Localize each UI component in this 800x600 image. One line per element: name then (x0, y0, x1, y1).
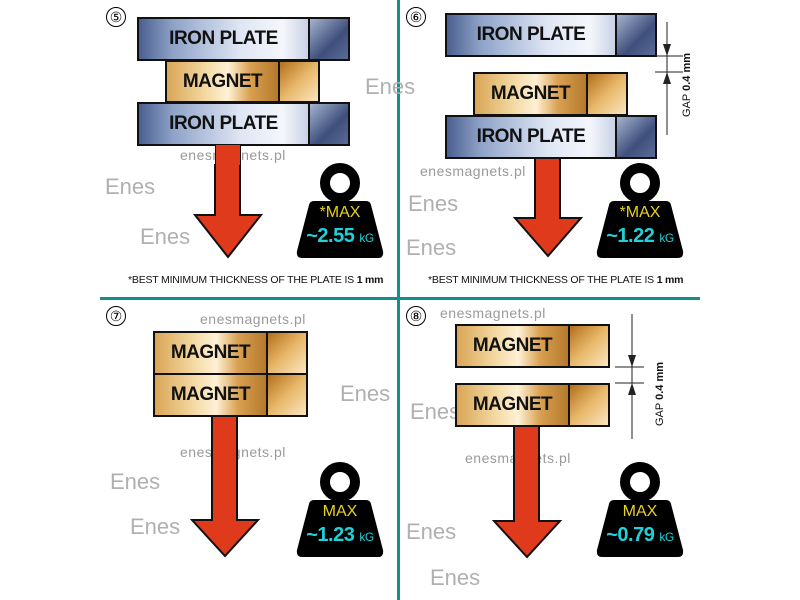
weight-icon: *MAX ~1.22 kG (596, 163, 684, 259)
magnet: MAGNET (455, 324, 610, 368)
magnet: MAGNET (455, 383, 610, 427)
watermark-logo: Enes (105, 174, 156, 199)
watermark: enesmagnets.pl (420, 163, 526, 179)
force-arrow-icon (513, 158, 584, 258)
max-value: ~0.79 kG (606, 524, 674, 546)
weight-icon: *MAX ~2.55 kG (296, 163, 384, 259)
iron-plate: IRON PLATE (137, 102, 350, 146)
max-value: ~1.22 kG (606, 225, 674, 247)
watermark-logo: Enes (408, 191, 459, 216)
force-arrow-shaft (215, 145, 241, 165)
iron-plate: IRON PLATE (445, 115, 657, 159)
force-arrow-icon (193, 164, 264, 259)
magnet: MAGNET (153, 331, 308, 375)
max-value: ~1.23 kG (306, 524, 374, 546)
panel-number: ⑦ (106, 306, 126, 326)
watermark-logo: Enes (406, 235, 457, 260)
gap-dimension-line (655, 22, 683, 135)
watermark-logo: Enes (110, 469, 161, 494)
footnote: *BEST MINIMUM THICKNESS OF THE PLATE IS … (428, 274, 684, 286)
watermark-logo: Enes (410, 399, 461, 424)
vertical-divider (397, 0, 400, 600)
weight-icon: MAX ~1.23 kG (296, 462, 384, 558)
gap-label: GAP 0.4 mm (654, 361, 666, 426)
max-label: MAX (622, 503, 658, 520)
max-value: ~2.55 kG (306, 225, 374, 247)
watermark: enesmagnets.pl (200, 311, 306, 327)
iron-plate: IRON PLATE (137, 17, 350, 61)
horizontal-divider (100, 297, 700, 300)
panel-number: ⑧ (406, 306, 426, 326)
watermark-logo: Enes (430, 565, 481, 590)
iron-plate: IRON PLATE (445, 13, 657, 57)
footnote: *BEST MINIMUM THICKNESS OF THE PLATE IS … (128, 274, 384, 286)
gap-label: GAP 0.4 mm (681, 52, 693, 117)
gap-dimension-line (615, 314, 644, 439)
watermark-logo: Enes (406, 519, 457, 544)
magnet: MAGNET (153, 373, 308, 417)
panel-number: ⑥ (406, 7, 426, 27)
weight-icon: MAX ~0.79 kG (596, 462, 684, 558)
watermark: enesmagnets.pl (440, 305, 546, 321)
max-label: *MAX (619, 204, 661, 221)
max-label: MAX (322, 503, 358, 520)
force-arrow-icon (190, 416, 261, 558)
watermark-logo: Enes (340, 381, 391, 406)
force-arrow-icon (492, 426, 563, 559)
watermark-logo: Enes (130, 514, 181, 539)
watermark-logo: Enes (140, 224, 191, 249)
magnet: MAGNET (473, 72, 628, 116)
max-label: *MAX (319, 204, 361, 221)
panel-number: ⑤ (106, 7, 126, 27)
watermark-logo: Enes (365, 74, 416, 99)
magnet: MAGNET (165, 60, 320, 103)
